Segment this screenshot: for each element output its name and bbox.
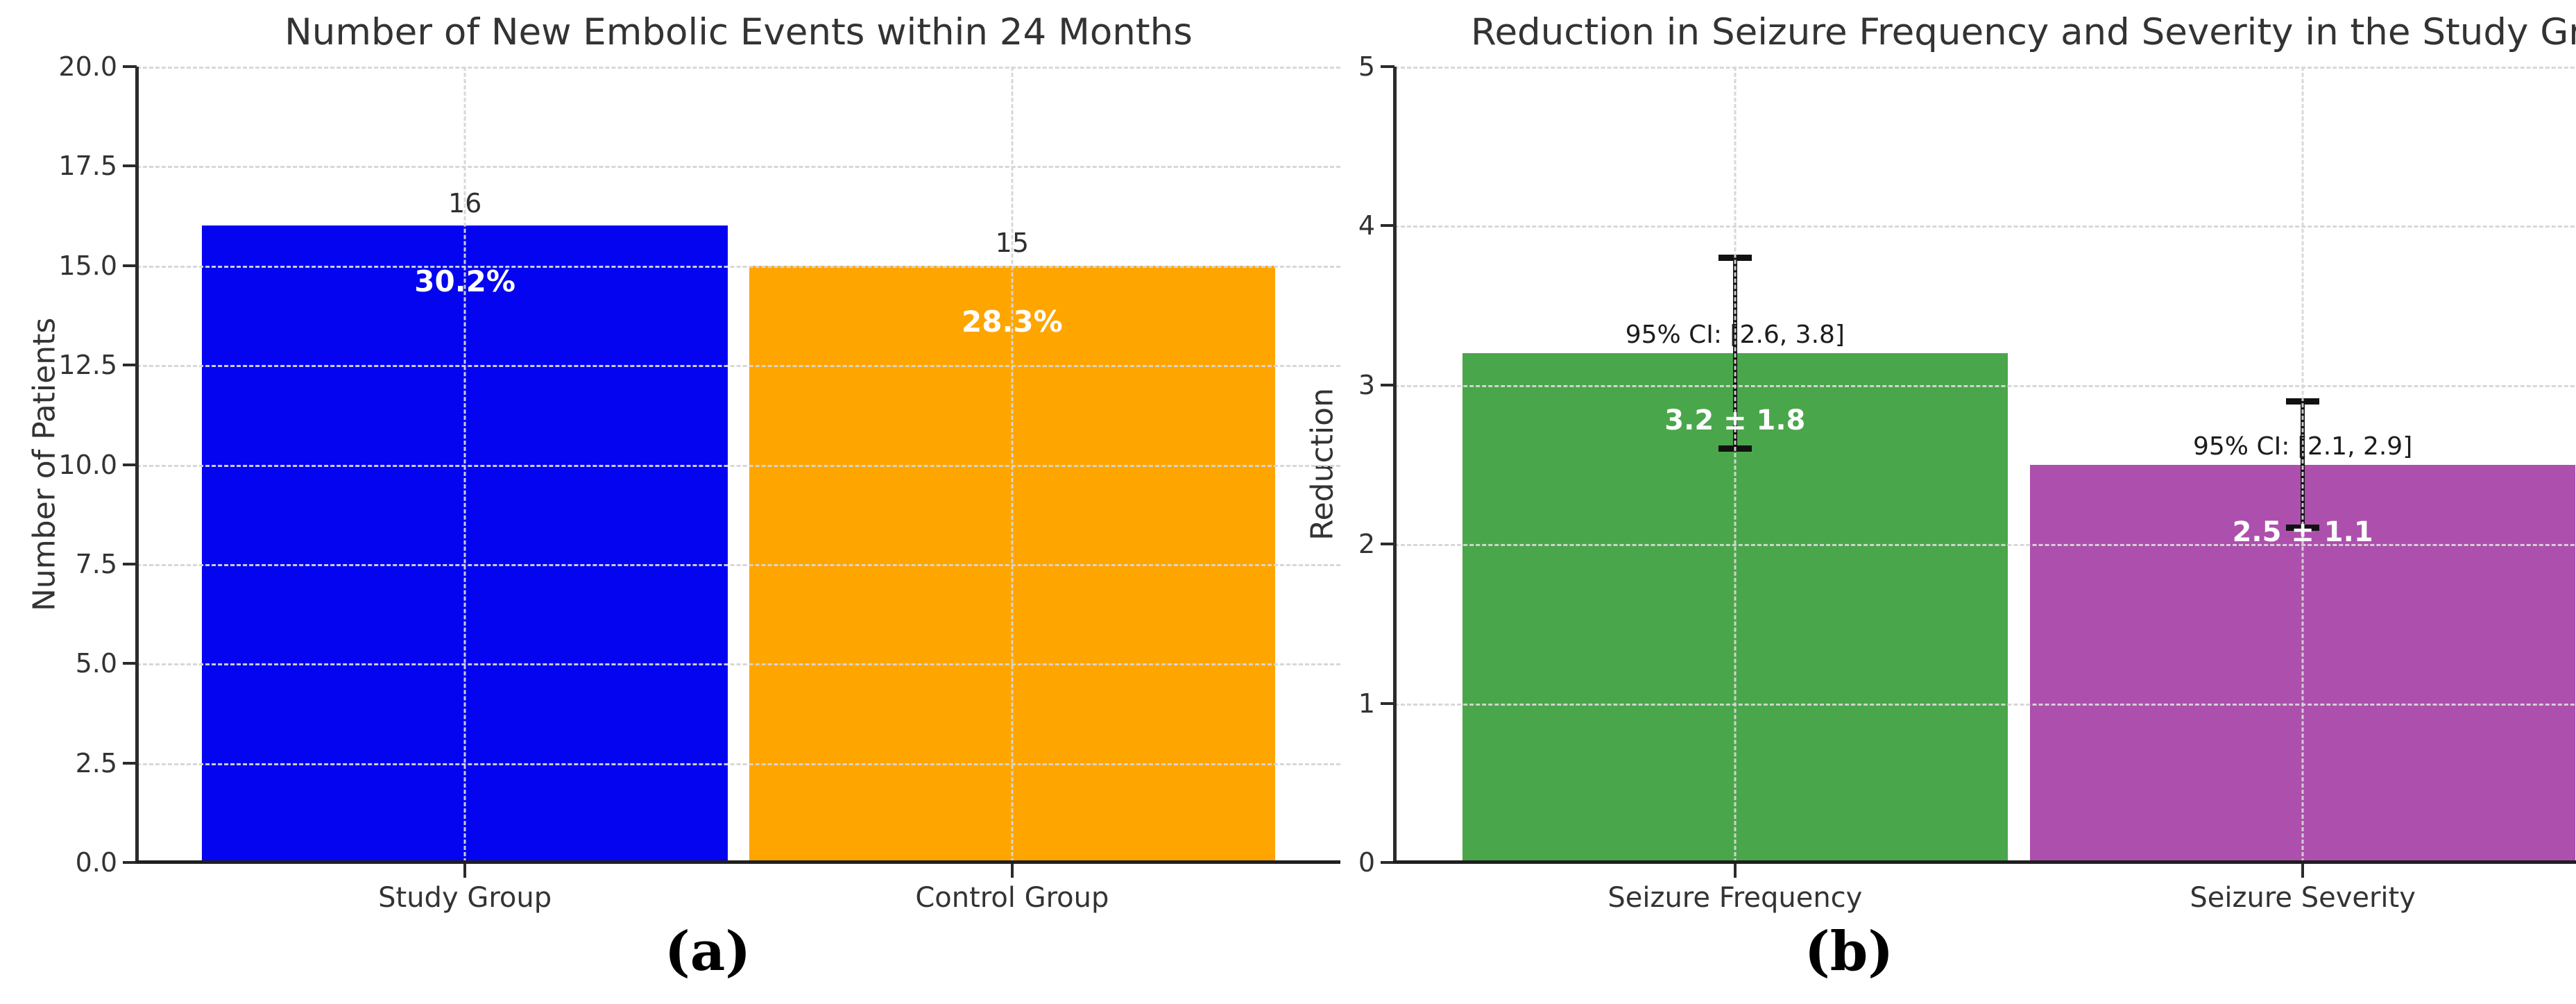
gridline — [1394, 67, 2576, 69]
y-tick-label: 5 — [1358, 51, 1375, 82]
chart-a-plot-area: 16 30.2% Study Group 15 28.3% Control Gr… — [58, 51, 1340, 914]
gridline — [137, 563, 1340, 566]
y-tick-mark — [1381, 861, 1394, 864]
y-tick-label: 0.0 — [75, 847, 117, 878]
y-tick-mark — [123, 463, 137, 466]
y-tick-label: 2.5 — [75, 747, 117, 778]
gridline — [1394, 703, 2576, 706]
bar-value-label: 15 — [995, 228, 1030, 259]
y-tick-mark — [1381, 543, 1394, 546]
y-tick-label: 15.0 — [58, 250, 117, 281]
y-tick-label: 5.0 — [75, 648, 117, 679]
gridline — [1394, 226, 2576, 228]
chart-b-plot-area: 95% CI: [2.6, 3.8] 3.2 ± 1.8 Seizure Fre… — [1358, 51, 2576, 914]
y-tick-mark — [1381, 701, 1394, 705]
y-tick-mark — [123, 65, 137, 68]
bar-percent-label: 30.2% — [414, 264, 515, 299]
gridline — [137, 365, 1340, 368]
y-tick-mark — [123, 662, 137, 665]
y-tick-mark — [123, 164, 137, 168]
gridline — [137, 763, 1340, 765]
gridline — [137, 464, 1340, 467]
y-tick-label: 2 — [1358, 529, 1375, 560]
x-tick-label-study-group: Study Group — [378, 882, 552, 914]
y-tick-mark — [123, 264, 137, 267]
y-tick-mark — [123, 861, 137, 864]
y-tick-mark — [123, 364, 137, 367]
x-tick-label-seizure-frequency: Seizure Frequency — [1607, 882, 1863, 914]
x-tick-mark — [1010, 864, 1014, 878]
gridline — [1011, 67, 1014, 862]
x-axis-spine — [1393, 860, 2576, 864]
y-tick-mark — [1381, 383, 1394, 386]
y-tick-label: 20.0 — [58, 51, 117, 82]
ci-annotation: 95% CI: [2.6, 3.8] — [1625, 321, 1845, 350]
ci-annotation: 95% CI: [2.1, 2.9] — [2192, 432, 2413, 461]
y-axis-spine — [135, 67, 139, 862]
y-tick-mark — [123, 562, 137, 565]
x-tick-mark — [1733, 864, 1737, 878]
gridline — [1394, 384, 2576, 387]
y-axis-spine — [1393, 67, 1397, 862]
y-tick-mark — [1381, 65, 1394, 68]
chart-b-title: Reduction in Seizure Frequency and Sever… — [1471, 11, 2576, 53]
gridline — [137, 265, 1340, 268]
bar-percent-label: 28.3% — [962, 304, 1063, 339]
gridline — [137, 67, 1340, 69]
y-tick-mark — [123, 761, 137, 765]
gridline — [2301, 67, 2304, 862]
x-axis-spine — [135, 860, 1340, 864]
y-tick-label: 1 — [1358, 688, 1375, 719]
x-tick-label-seizure-severity: Seizure Severity — [2190, 882, 2416, 914]
y-tick-mark — [1381, 224, 1394, 228]
y-tick-label: 10.0 — [58, 449, 117, 480]
gridline — [137, 663, 1340, 666]
gridline — [137, 166, 1340, 169]
y-tick-label: 7.5 — [75, 548, 117, 579]
mean-sd-label: 3.2 ± 1.8 — [1664, 404, 1806, 436]
y-tick-label: 3 — [1358, 369, 1375, 400]
panel-b-caption: (b) — [1804, 920, 1894, 983]
mean-sd-label: 2.5 ± 1.1 — [2232, 516, 2373, 548]
gridline — [463, 67, 466, 862]
gridline — [1734, 67, 1737, 862]
y-tick-label: 12.5 — [58, 350, 117, 381]
gridline — [1394, 544, 2576, 547]
x-tick-label-control-group: Control Group — [915, 882, 1109, 914]
x-tick-mark — [463, 864, 467, 878]
bar-value-label: 16 — [447, 187, 482, 219]
y-tick-label: 17.5 — [58, 151, 117, 182]
x-tick-mark — [2301, 864, 2305, 878]
panel-a-caption: (a) — [664, 920, 751, 983]
chart-a-title: Number of New Embolic Events within 24 M… — [284, 11, 1193, 53]
y-tick-label: 0 — [1358, 847, 1375, 878]
y-tick-label: 4 — [1358, 210, 1375, 241]
